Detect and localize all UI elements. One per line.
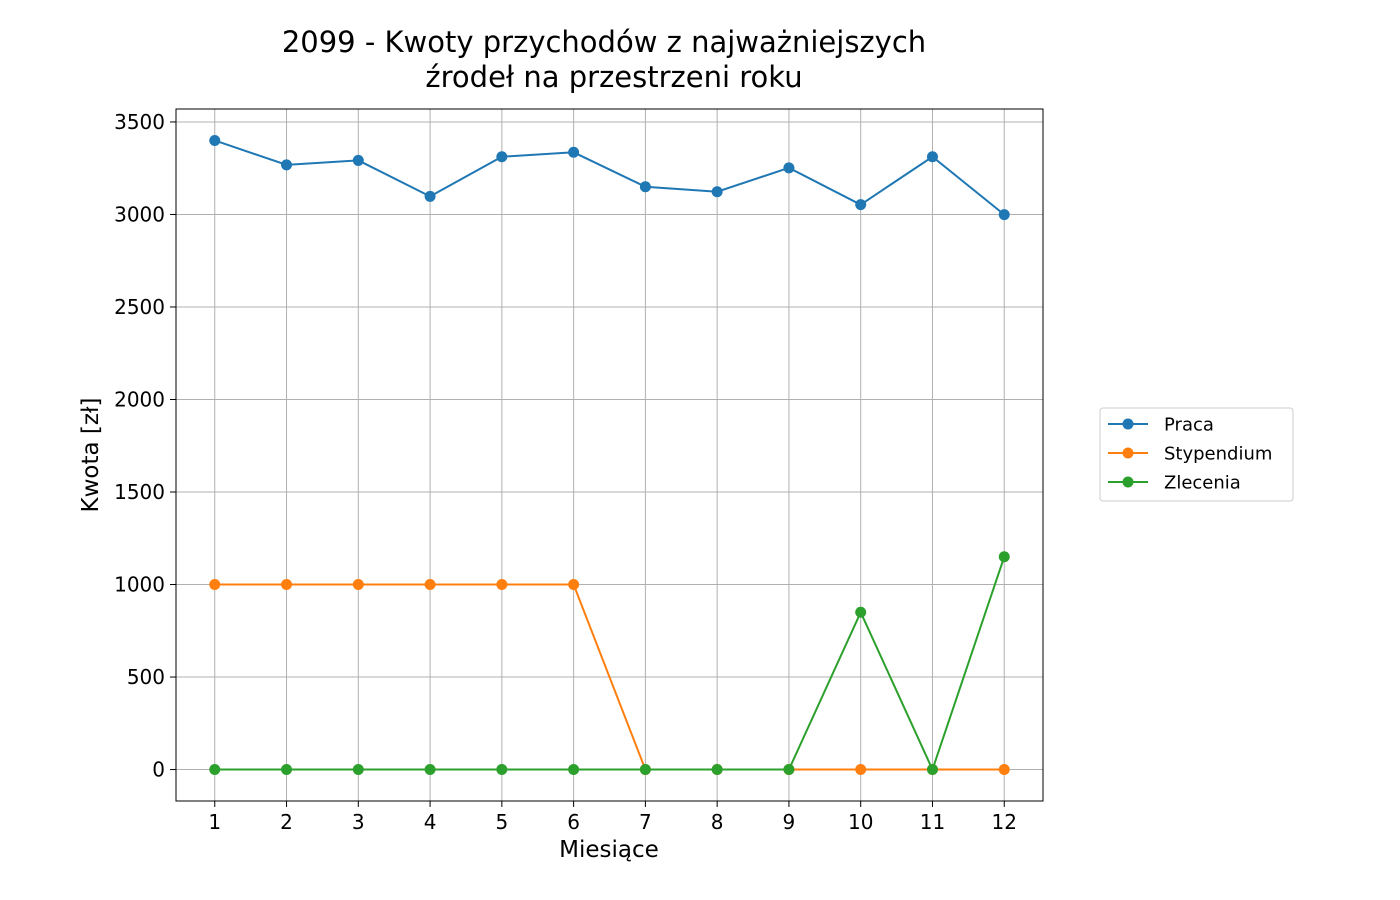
data-point-praca — [424, 190, 436, 202]
series-line-zlecenia — [214, 556, 1006, 773]
data-point-praca — [209, 134, 221, 146]
data-point-stypendium — [424, 579, 436, 591]
data-point-zlecenia — [711, 764, 723, 776]
data-point-stypendium — [352, 579, 364, 591]
data-point-praca — [855, 199, 867, 211]
data-point-praca — [998, 209, 1010, 221]
y-tick-label: 3500 — [114, 110, 165, 134]
legend-label-praca: Praca — [1164, 415, 1214, 436]
series-praca — [209, 134, 1010, 221]
data-point-praca — [352, 154, 364, 166]
legend-entry-praca: Praca — [1108, 415, 1214, 436]
legend-marker-praca — [1122, 418, 1134, 430]
data-point-praca — [711, 186, 723, 198]
plot-area-frame — [175, 108, 1044, 802]
axis-ticks: 1 2 3 4 5 6 7 8 9 10 11 120500100015002000250030003… — [114, 110, 1017, 834]
x-tick-label: 5 — [495, 810, 508, 834]
chart-title-line-1: 2099 - Kwoty przychodów z najważniejszyc… — [282, 25, 926, 59]
y-tick-label: 2500 — [114, 295, 165, 319]
legend-box — [1099, 407, 1294, 502]
legend-entry-zlecenia: Zlecenia — [1108, 473, 1241, 494]
data-point-stypendium — [209, 579, 221, 591]
data-point-stypendium — [281, 579, 293, 591]
y-tick-label: 1500 — [114, 480, 165, 504]
y-tick-label: 0 — [152, 758, 165, 782]
data-point-stypendium — [998, 764, 1010, 776]
legend-entry-stypendium: Stypendium — [1108, 444, 1272, 465]
x-tick-label: 12 — [992, 810, 1017, 834]
y-axis-label: Kwota [zł] — [78, 398, 104, 513]
series-lines — [209, 134, 1010, 776]
x-tick-label: 1 — [208, 810, 221, 834]
data-point-stypendium — [855, 764, 867, 776]
data-point-zlecenia — [855, 606, 867, 618]
series-line-praca — [214, 139, 1005, 216]
legend-label-stypendium: Stypendium — [1164, 444, 1272, 465]
data-point-praca — [496, 151, 508, 163]
data-point-zlecenia — [926, 764, 938, 776]
data-point-stypendium — [496, 579, 508, 591]
y-tick-label: 500 — [127, 665, 165, 689]
x-tick-label: 6 — [567, 810, 580, 834]
data-point-zlecenia — [281, 764, 293, 776]
x-tick-label: 3 — [352, 810, 365, 834]
y-tick-label: 1000 — [114, 573, 165, 597]
x-tick-label: 2 — [280, 810, 293, 834]
legend-marker-zlecenia — [1122, 476, 1134, 488]
data-point-praca — [639, 181, 651, 193]
series-line-stypendium — [214, 583, 1005, 771]
data-point-zlecenia — [639, 764, 651, 776]
data-point-zlecenia — [424, 764, 436, 776]
data-point-zlecenia — [352, 764, 364, 776]
data-point-praca — [926, 151, 938, 163]
y-tick-label: 3000 — [114, 202, 165, 226]
data-point-praca — [568, 146, 580, 158]
data-point-zlecenia — [496, 764, 508, 776]
x-axis-label: Miesiące — [559, 837, 659, 863]
data-point-praca — [783, 162, 795, 174]
series-zlecenia — [209, 551, 1010, 776]
legend-label-zlecenia: Zlecenia — [1164, 473, 1241, 494]
x-tick-label: 9 — [783, 810, 796, 834]
data-point-zlecenia — [998, 551, 1010, 563]
x-tick-label: 8 — [711, 810, 724, 834]
grid — [176, 109, 1043, 801]
x-tick-label: 11 — [920, 810, 945, 834]
chart-title-line-2: źrodeł na przestrzeni roku — [425, 60, 802, 94]
x-tick-label: 10 — [848, 810, 873, 834]
legend-marker-stypendium — [1122, 447, 1134, 459]
y-tick-label: 2000 — [114, 387, 165, 411]
legend: Praca Stypendium Zlecenia — [1099, 407, 1294, 502]
data-point-zlecenia — [209, 764, 221, 776]
x-tick-label: 7 — [639, 810, 652, 834]
data-point-zlecenia — [783, 764, 795, 776]
data-point-zlecenia — [568, 764, 580, 776]
data-point-praca — [281, 159, 293, 171]
x-tick-label: 4 — [424, 810, 437, 834]
data-point-stypendium — [568, 579, 580, 591]
